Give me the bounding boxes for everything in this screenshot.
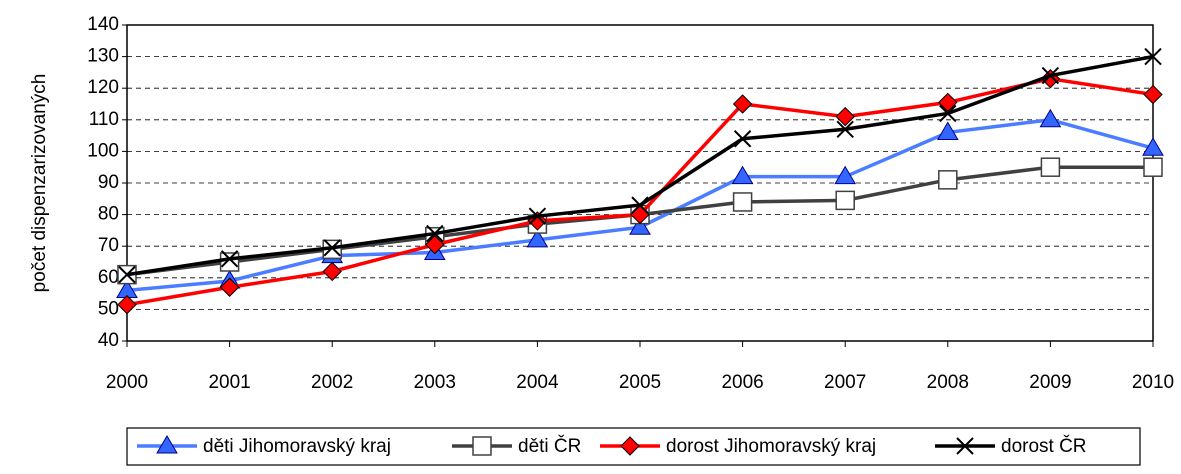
y-tick-label: 80 xyxy=(98,204,119,225)
marker xyxy=(731,165,754,185)
marker xyxy=(938,92,958,113)
marker xyxy=(631,196,649,214)
marker xyxy=(526,228,549,248)
y-tick-label: 40 xyxy=(98,330,119,351)
marker xyxy=(219,252,240,272)
y-axis-label: počet dispenzarizovaných xyxy=(29,74,50,293)
marker xyxy=(118,265,136,284)
legend-label: děti Jihomoravský kraj xyxy=(203,436,391,457)
marker xyxy=(936,121,959,140)
marker xyxy=(732,192,753,212)
marker xyxy=(219,277,240,297)
x-tick-label: 2006 xyxy=(721,372,763,393)
marker xyxy=(835,190,855,211)
marker xyxy=(1143,157,1163,177)
series-line xyxy=(126,76,1154,307)
y-tick-label: 140 xyxy=(87,14,119,35)
marker xyxy=(1040,157,1061,177)
marker xyxy=(156,435,178,454)
marker xyxy=(733,130,752,148)
marker xyxy=(323,239,341,257)
marker xyxy=(938,170,958,190)
marker xyxy=(528,207,547,225)
marker xyxy=(322,261,342,282)
marker xyxy=(620,436,640,456)
x-tick-label: 2010 xyxy=(1132,372,1174,393)
x-tick-label: 2003 xyxy=(414,372,456,393)
y-tick-label: 120 xyxy=(87,77,119,98)
marker xyxy=(1143,84,1163,105)
x-tick-label: 2001 xyxy=(208,372,250,393)
x-tick-label: 2008 xyxy=(927,372,969,393)
legend-label: dorost ČR xyxy=(1001,435,1087,457)
marker xyxy=(1142,137,1164,156)
marker xyxy=(1144,47,1162,66)
marker xyxy=(117,294,137,315)
marker xyxy=(939,104,957,123)
x-tick-label: 2004 xyxy=(516,372,559,393)
marker xyxy=(1041,66,1060,85)
marker xyxy=(425,234,445,255)
x-tick-label: 2005 xyxy=(619,372,661,393)
y-tick-label: 50 xyxy=(98,298,119,319)
marker xyxy=(835,106,855,127)
x-tick-label: 2009 xyxy=(1029,372,1071,393)
legend-label: děti ČR xyxy=(518,435,581,457)
y-tick-label: 70 xyxy=(98,235,119,256)
x-tick-label: 2002 xyxy=(311,372,353,393)
x-tick-label: 2000 xyxy=(106,372,148,393)
marker xyxy=(629,216,651,235)
marker xyxy=(220,250,239,268)
y-tick-label: 100 xyxy=(87,140,119,161)
x-tick-label: 2007 xyxy=(824,372,866,393)
y-tick-label: 60 xyxy=(98,267,119,288)
y-tick-label: 90 xyxy=(98,172,119,193)
marker xyxy=(956,437,974,455)
marker xyxy=(426,224,444,243)
legend-label: dorost Jihomoravský kraj xyxy=(666,436,876,457)
marker xyxy=(1039,108,1062,128)
marker xyxy=(732,94,753,114)
marker xyxy=(834,165,857,185)
y-tick-label: 130 xyxy=(87,46,119,67)
y-tick-label: 110 xyxy=(89,109,119,130)
marker xyxy=(472,436,492,456)
marker xyxy=(836,120,854,138)
